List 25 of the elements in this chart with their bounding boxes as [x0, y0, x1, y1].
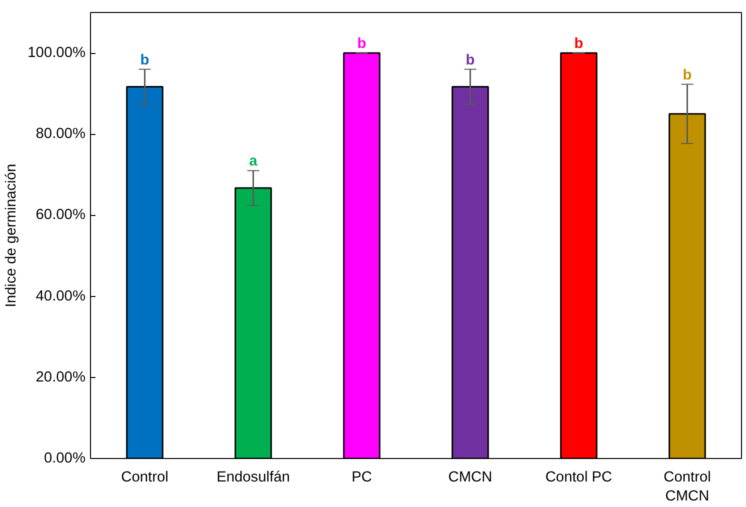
bar — [452, 86, 489, 458]
y-tick-label: 100.00% — [28, 45, 86, 62]
x-tick-label: CMCN — [448, 470, 492, 486]
x-tick-label: Control — [121, 470, 168, 486]
bar — [126, 86, 164, 458]
annotation: b — [466, 52, 475, 68]
annotation: b — [574, 36, 584, 52]
annotation: b — [357, 36, 366, 52]
y-tick-label: 0.00% — [44, 450, 86, 466]
y-axis-title: Indice de germinación — [4, 164, 20, 308]
bar — [668, 113, 706, 458]
x-tick-label: PC — [352, 470, 372, 486]
x-tick-label: Contol PC — [545, 470, 613, 486]
y-tick-label: 20.00% — [36, 369, 86, 386]
bar — [234, 187, 272, 458]
annotation: a — [249, 154, 258, 170]
annotation: b — [140, 52, 150, 68]
bar — [343, 52, 380, 458]
bar — [560, 52, 598, 458]
x-tick-label: Control CMCN — [664, 470, 711, 505]
y-tick-label: 60.00% — [36, 207, 86, 224]
annotation: b — [682, 67, 692, 84]
y-tick-label: 40.00% — [36, 288, 86, 304]
y-tick-label: 80.00% — [36, 126, 86, 142]
x-tick-label: Endosulfán — [216, 470, 290, 486]
